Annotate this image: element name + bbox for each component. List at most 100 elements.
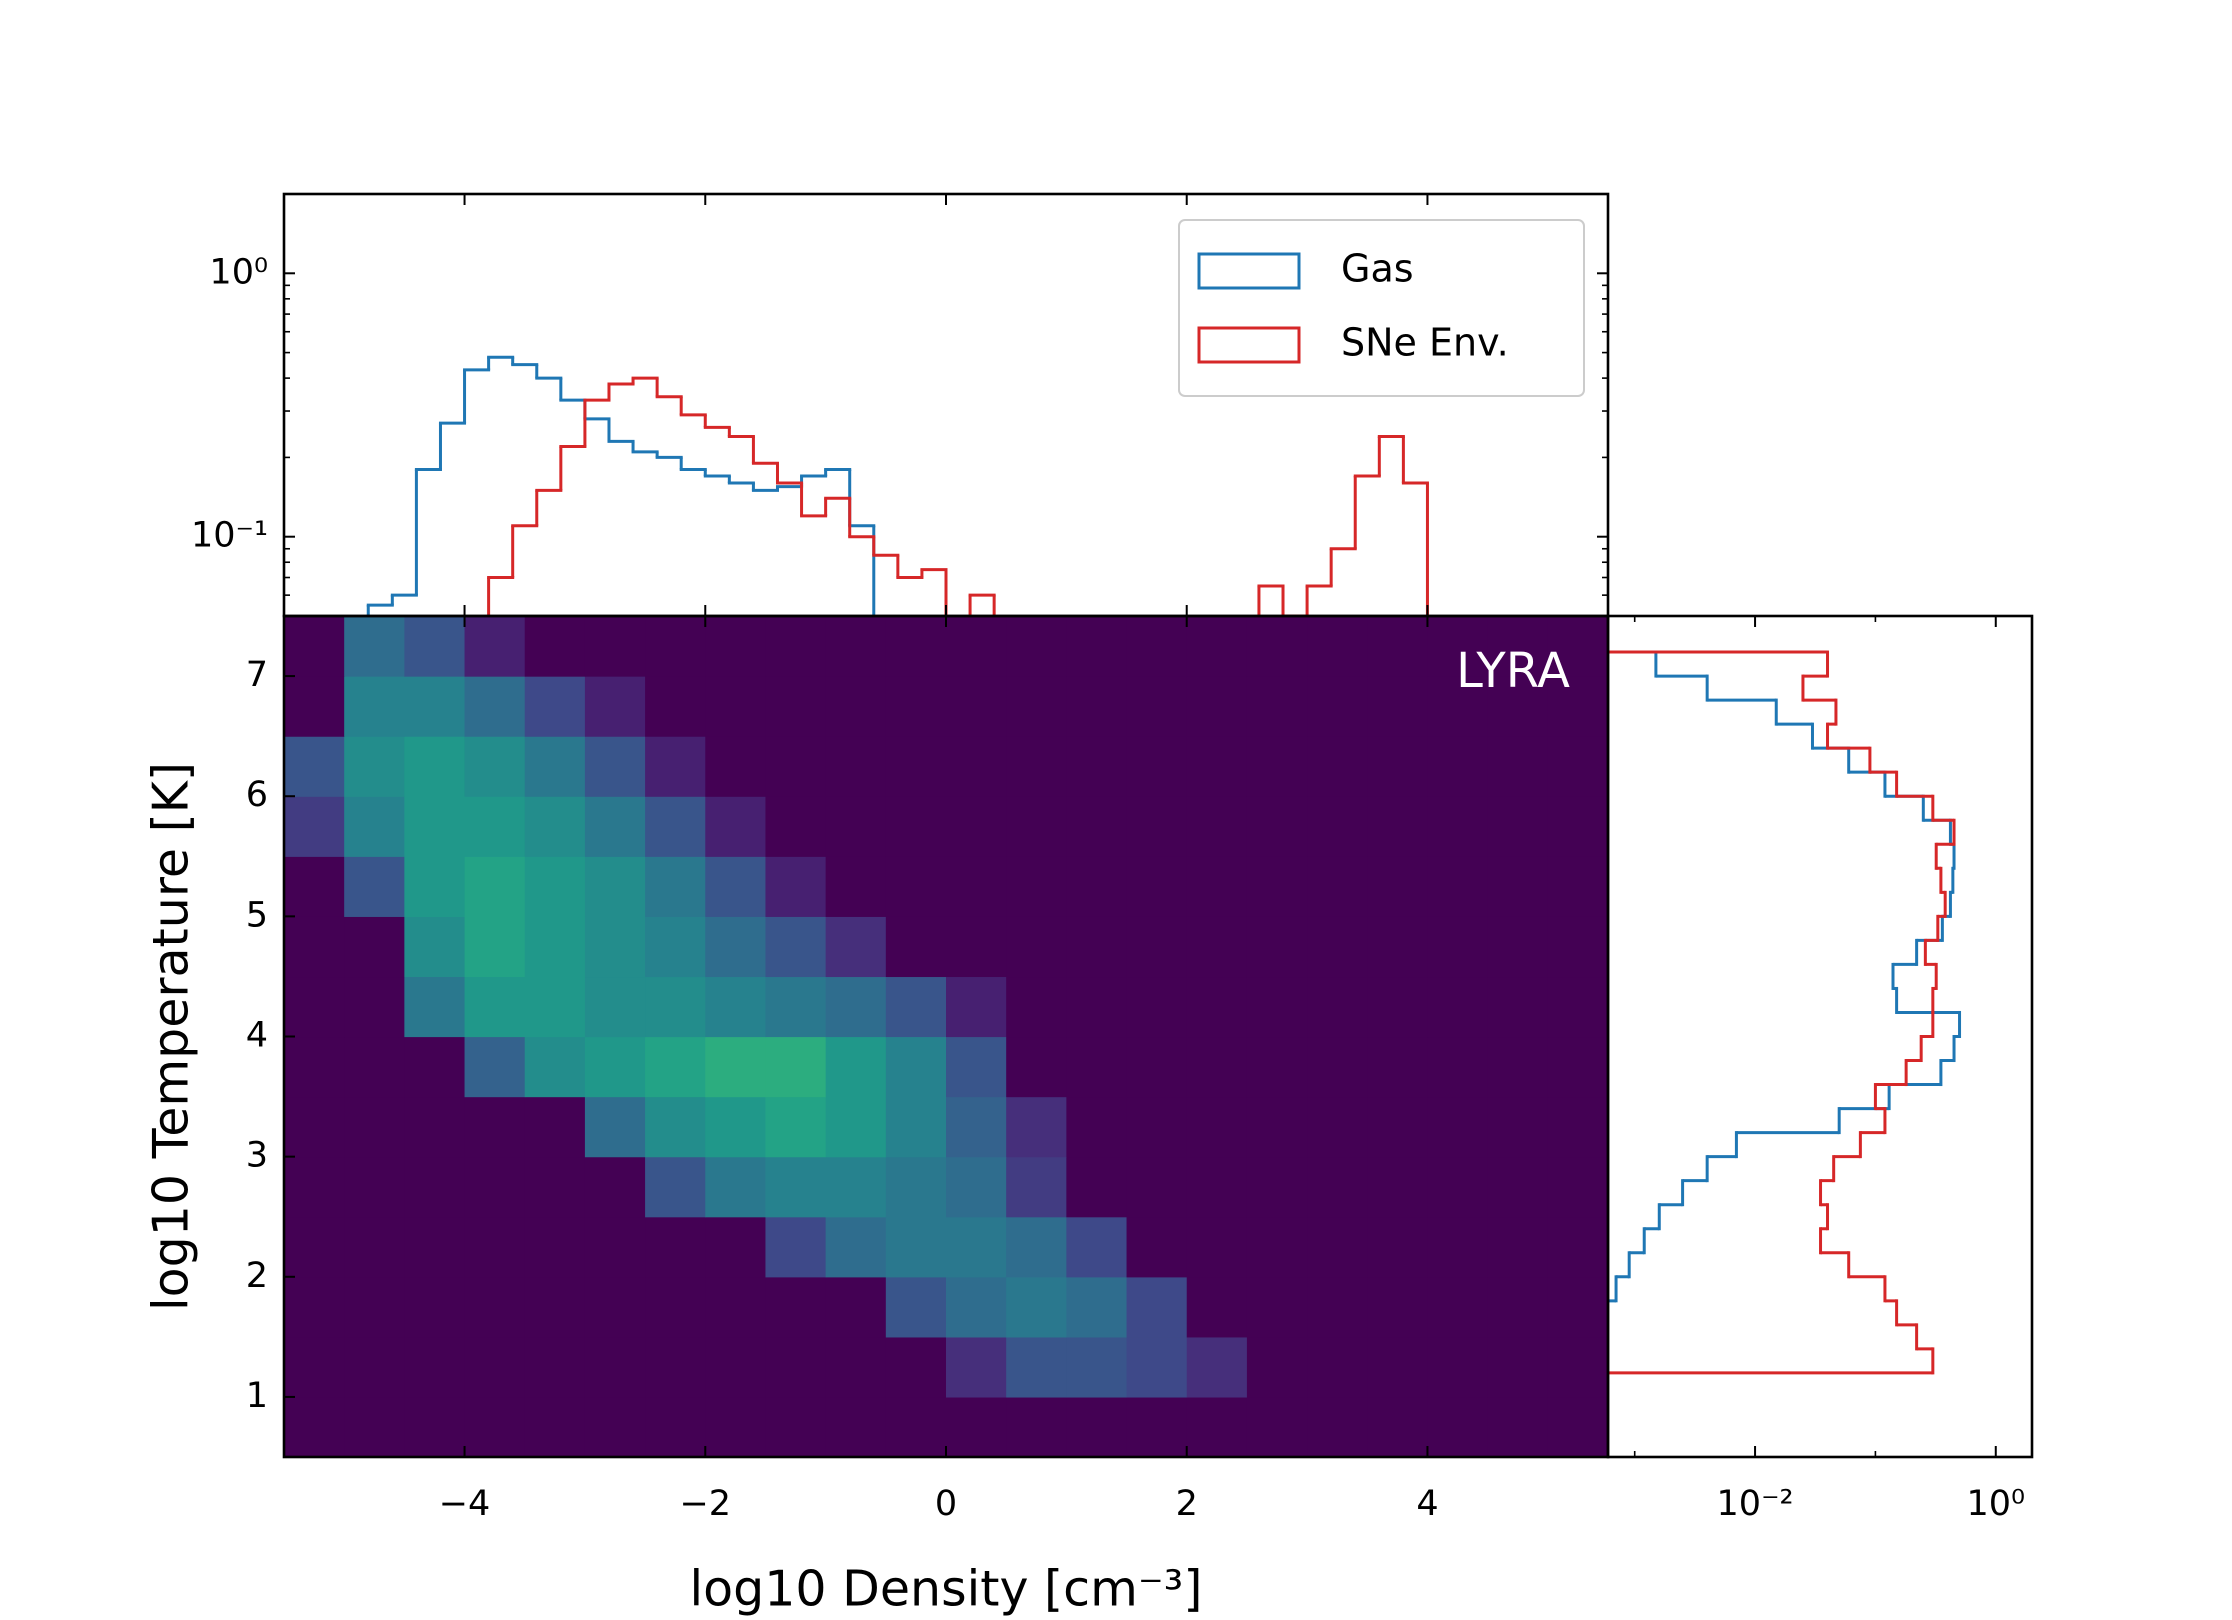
heatmap-cell xyxy=(825,796,887,857)
heatmap-cell xyxy=(1547,916,1608,978)
heatmap-cell xyxy=(524,1336,586,1398)
heatmap-cell xyxy=(404,1396,466,1457)
heatmap-cell xyxy=(645,976,706,1038)
heatmap-cell xyxy=(1307,1216,1368,1278)
heatmap-cell xyxy=(1427,1396,1489,1457)
heatmap-cell xyxy=(344,1096,405,1158)
heatmap-cell xyxy=(1006,676,1067,737)
heatmap-cell xyxy=(404,1036,466,1098)
heatmap-cell xyxy=(344,856,405,917)
heatmap-cell xyxy=(1126,856,1188,917)
heatmap-cell xyxy=(344,1036,405,1098)
heatmap-cell xyxy=(1547,856,1608,917)
heatmap-cell xyxy=(1307,736,1368,797)
heatmap-cell xyxy=(825,616,887,677)
heatmap-cell xyxy=(1066,1036,1128,1098)
heatmap-cell xyxy=(1427,916,1489,978)
heatmap-cell xyxy=(1186,1036,1248,1098)
heatmap-cell xyxy=(284,676,345,737)
heatmap-cell xyxy=(1487,1396,1549,1457)
heatmap-cell xyxy=(344,616,405,677)
heatmap-cell xyxy=(1246,1396,1308,1457)
heatmap-cell xyxy=(1006,1156,1067,1218)
heatmap-cell xyxy=(1547,1276,1608,1338)
heatmap-cell xyxy=(825,1276,887,1338)
heatmap-cell xyxy=(1006,1276,1067,1338)
heatmap-cell xyxy=(524,736,586,797)
heatmap-cell xyxy=(464,1156,526,1218)
heatmap-cell xyxy=(584,616,646,677)
heatmap-cell xyxy=(645,676,706,737)
heatmap-cell xyxy=(1066,976,1128,1038)
heatmap-cell xyxy=(1246,796,1308,857)
heatmap-cell xyxy=(584,856,646,917)
heatmap-cell xyxy=(404,676,466,737)
x-tick-label: 0 xyxy=(935,1484,957,1524)
heatmap-cell xyxy=(344,1336,405,1398)
heatmap-cell xyxy=(524,856,586,917)
heatmap-cell xyxy=(524,796,586,857)
heatmap-cell xyxy=(464,1036,526,1098)
heatmap-cell xyxy=(1547,976,1608,1038)
heatmap-cell xyxy=(765,1336,827,1398)
heatmap-cell xyxy=(645,856,706,917)
heatmap-cell xyxy=(765,1216,827,1278)
heatmap-cell xyxy=(464,1096,526,1158)
heatmap-cell xyxy=(765,796,827,857)
heatmap-cell xyxy=(885,1396,947,1457)
heatmap-cell xyxy=(645,1036,706,1098)
heatmap-cell xyxy=(1427,616,1489,677)
heatmap-cell xyxy=(1006,1036,1067,1098)
heatmap-cell xyxy=(284,1396,345,1457)
heatmap-cell xyxy=(404,616,466,677)
heatmap-cell xyxy=(1547,1216,1608,1278)
heatmap-cell xyxy=(584,1336,646,1398)
x-tick-label: 10⁻² xyxy=(1717,1484,1794,1524)
heatmap-cell xyxy=(404,796,466,857)
heatmap-cell xyxy=(404,1156,466,1218)
heatmap-cell xyxy=(1487,1036,1549,1098)
right-hist-layer xyxy=(1608,650,1962,1375)
heatmap-cell xyxy=(705,1336,767,1398)
heatmap-cell xyxy=(1547,1336,1608,1398)
heatmap-cell xyxy=(1307,616,1368,677)
heatmap-cell xyxy=(584,1156,646,1218)
heatmap-cell xyxy=(1367,676,1429,737)
heatmap-cell xyxy=(1126,1156,1188,1218)
heatmap-cell xyxy=(584,1396,646,1457)
heatmap-cell xyxy=(705,1036,767,1098)
heatmap-cell xyxy=(946,736,1007,797)
heatmap-cell xyxy=(885,856,947,917)
heatmap-cell xyxy=(765,736,827,797)
heatmap-cell xyxy=(284,976,345,1038)
heatmap-cell xyxy=(1186,1396,1248,1457)
heatmap-cell xyxy=(344,1276,405,1338)
heatmap-cell xyxy=(1307,1276,1368,1338)
heatmap-cell xyxy=(1487,976,1549,1038)
heatmap-cell xyxy=(946,916,1007,978)
heatmap-cell xyxy=(825,1096,887,1158)
heatmap-cell xyxy=(1547,1396,1608,1457)
heatmap-cell xyxy=(284,1336,345,1398)
heatmap-cell xyxy=(1427,856,1489,917)
heatmap-cell xyxy=(1006,616,1067,677)
heatmap-cell xyxy=(524,916,586,978)
heatmap-cell xyxy=(765,1396,827,1457)
heatmap-cell xyxy=(765,616,827,677)
heatmap-cell xyxy=(1126,1396,1188,1457)
heatmap-cell xyxy=(645,796,706,857)
heatmap-cell xyxy=(524,1216,586,1278)
heatmap-cell xyxy=(1006,916,1067,978)
heatmap-cell xyxy=(1126,796,1188,857)
heatmap-cell xyxy=(1246,736,1308,797)
heatmap-cell xyxy=(705,856,767,917)
legend-label: Gas xyxy=(1341,247,1414,291)
heatmap-cell xyxy=(1307,1336,1368,1398)
heatmap-cell xyxy=(284,916,345,978)
heatmap-cell xyxy=(404,1336,466,1398)
heatmap-cell xyxy=(1367,1396,1429,1457)
y-tick-label: 10⁰ xyxy=(209,252,268,292)
heatmap-cell xyxy=(1246,676,1308,737)
heatmap-cell xyxy=(825,676,887,737)
heatmap-cell xyxy=(1186,796,1248,857)
